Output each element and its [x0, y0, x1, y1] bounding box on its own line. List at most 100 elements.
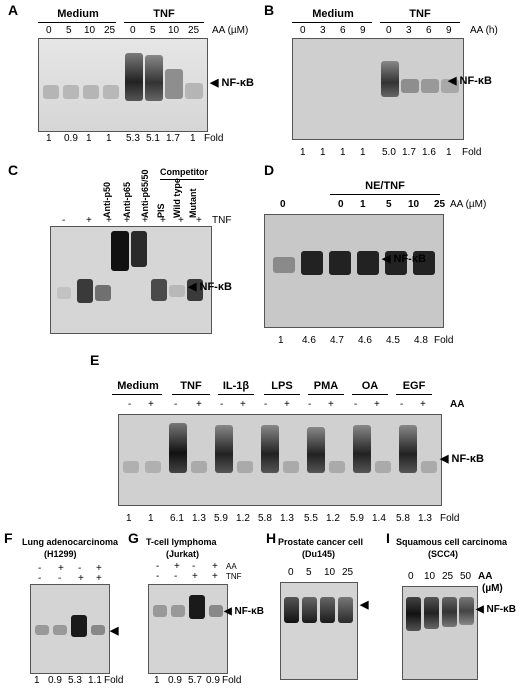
gel-image — [148, 584, 228, 674]
fold-value: 4.5 — [386, 335, 400, 346]
lane-label: 5 — [306, 567, 312, 578]
sign: + — [142, 215, 148, 226]
band-label: NF-κB — [459, 75, 492, 87]
fold-value: 1 — [106, 133, 112, 144]
panel-label: D — [264, 162, 275, 178]
sign: + — [420, 399, 426, 410]
sign: - — [128, 399, 132, 410]
group-label: OA — [361, 380, 379, 392]
lane-label: 25 — [104, 25, 116, 36]
panel-g: G T-cell lymphoma (Jurkat) - + - + AA - … — [126, 528, 264, 688]
lane-label: 0 — [338, 199, 344, 210]
sign: - — [156, 561, 160, 572]
lane-label: 25 — [434, 199, 446, 210]
lane-label: 50 — [460, 571, 472, 582]
sign: + — [124, 215, 130, 226]
panel-label: G — [128, 530, 139, 546]
lane-label: 0 — [386, 25, 392, 36]
panel-e: E Medium TNF IL-1β LPS PMA OA EGF AA - +… — [0, 350, 520, 530]
sign: + — [160, 215, 166, 226]
sign: + — [148, 399, 154, 410]
fold-value: 4.8 — [414, 335, 428, 346]
fold-value: 5.0 — [382, 147, 396, 158]
group-underline — [396, 394, 432, 395]
sign: + — [106, 215, 112, 226]
sign: + — [86, 215, 92, 226]
fold-value: 1 — [126, 513, 132, 524]
panel-label: H — [266, 530, 277, 546]
sign: - — [400, 399, 404, 410]
lane-label: 0 — [280, 199, 286, 210]
sign: - — [308, 399, 312, 410]
group-underline — [330, 194, 440, 195]
lane-label: 0 — [46, 25, 52, 36]
sign: - — [62, 215, 66, 226]
lane-label: 5 — [150, 25, 156, 36]
lane-label: 25 — [188, 25, 200, 36]
column-label: Anti-p65/50 — [140, 169, 150, 218]
fold-value: 5.5 — [304, 513, 318, 524]
panel-subtitle: (SCC4) — [428, 549, 459, 559]
unit-label: AA (µM) — [450, 199, 487, 210]
lane-label: 10 — [408, 199, 420, 210]
fold-value: 5.3 — [126, 133, 140, 144]
sign: + — [58, 563, 64, 574]
panel-title: Prostate cancer cell — [278, 537, 364, 547]
panel-h: H Prostate cancer cell (Du145) 0 5 10 25… — [262, 528, 382, 688]
group-label: NE/TNF — [365, 180, 405, 192]
lane-label: 0 — [288, 567, 294, 578]
sign: + — [174, 561, 180, 572]
band-arrow: ◀ NF-κB — [448, 75, 492, 87]
lane-label: 5 — [386, 199, 392, 210]
fold-value: 1.3 — [280, 513, 294, 524]
fold-value: 6.1 — [170, 513, 184, 524]
fold-value: 1 — [46, 133, 52, 144]
lane-label: 3 — [320, 25, 326, 36]
sign: + — [374, 399, 380, 410]
fold-label: Fold — [434, 335, 454, 346]
panel-label: E — [90, 352, 100, 368]
band-arrow: ◀ NF-κB — [382, 253, 426, 265]
fold-label: Fold — [104, 675, 124, 686]
fold-label: Fold — [462, 147, 482, 158]
column-label: Anti-p65 — [122, 182, 132, 218]
fold-value: 4.6 — [302, 335, 316, 346]
fold-value: 1.1 — [88, 675, 102, 686]
lane-label: 5 — [66, 25, 72, 36]
gel-image — [38, 38, 208, 132]
lane-label: 3 — [406, 25, 412, 36]
row-label-aa: AA — [226, 562, 237, 571]
fold-value: 1 — [34, 675, 40, 686]
fold-value: 1 — [86, 133, 92, 144]
fold-value: 5.9 — [350, 513, 364, 524]
sign: + — [178, 215, 184, 226]
lane-label: 10 — [424, 571, 436, 582]
unit-label-2: (µM) — [482, 583, 503, 594]
sign: - — [192, 561, 196, 572]
fold-value: 1.6 — [422, 147, 436, 158]
fold-value: 1 — [154, 675, 160, 686]
band-label: NF-κB — [451, 453, 484, 465]
competitor-label: Competitor — [160, 167, 208, 177]
sign: - — [174, 571, 178, 582]
fold-value: 0.9 — [48, 675, 62, 686]
gel-image — [118, 414, 442, 506]
unit-label: AA (µM) — [212, 25, 249, 36]
fold-value: 0.9 — [206, 675, 220, 686]
lane-label: 6 — [340, 25, 346, 36]
fold-value: 5.9 — [214, 513, 228, 524]
lane-label: 10 — [168, 25, 180, 36]
group-underline — [308, 394, 344, 395]
panel-subtitle: (Du145) — [302, 549, 336, 559]
sign: + — [96, 563, 102, 574]
band-arrow: ◀ NF-κB — [188, 281, 232, 293]
panel-label: C — [8, 162, 19, 178]
lane-label: 6 — [426, 25, 432, 36]
fold-value: 5.3 — [68, 675, 82, 686]
panel-label: I — [386, 530, 390, 546]
fold-value: 1 — [300, 147, 306, 158]
row-label-tnf: TNF — [226, 572, 242, 581]
sign: - — [38, 573, 42, 584]
band-arrow: ◀ NF-κB — [440, 453, 484, 465]
treatment-label: TNF — [212, 215, 232, 226]
